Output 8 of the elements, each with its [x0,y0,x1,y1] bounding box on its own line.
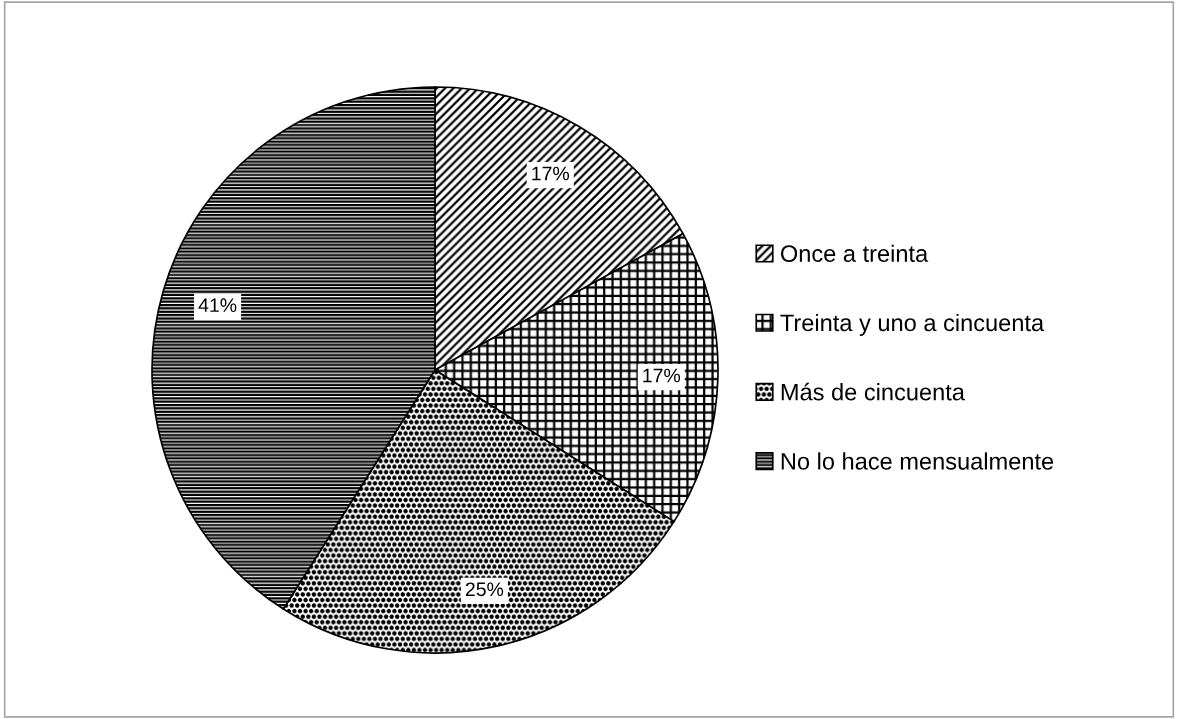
data-label: 17% [532,166,570,181]
legend-label: Más de cincuenta [781,382,965,401]
data-label: 17% [643,368,681,383]
data-label: 25% [465,582,504,597]
data-label: 41% [198,298,237,312]
legend-label: No lo hace mensualmente [781,452,1054,470]
legend-label: Once a treinta [780,244,929,262]
legend-label: Treinta y uno a cincuenta [780,313,1045,336]
